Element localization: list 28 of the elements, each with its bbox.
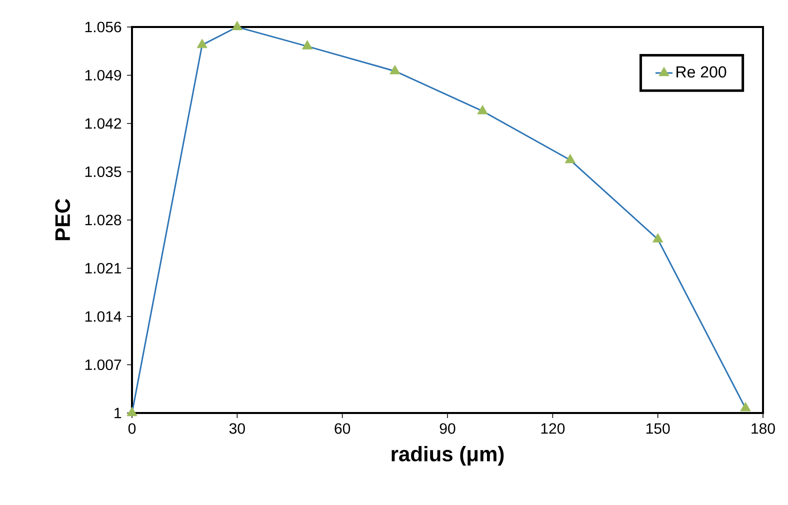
y-tick-label: 1.007 [85, 359, 122, 370]
x-tick-label: 90 [440, 423, 456, 434]
point [564, 154, 576, 164]
y-tick-label: 1.042 [85, 118, 122, 129]
x-tick-label: 60 [334, 423, 350, 434]
point [390, 64, 400, 74]
y-tick-label: 1.056 [85, 22, 122, 32]
point [740, 402, 751, 412]
legend-label: Re 200 [676, 66, 726, 78]
x-tick-label: 30 [229, 423, 245, 434]
x-tick-label: 120 [541, 423, 565, 434]
point [302, 40, 313, 50]
point [652, 233, 664, 242]
x-axis-title: radius (μm) [392, 446, 504, 466]
y-tick-label: 1.021 [85, 262, 122, 274]
x-tick-label: 150 [646, 423, 670, 434]
point [232, 20, 243, 30]
y-tick-label: 1.014 [85, 311, 122, 322]
x-tick-label: 0 [128, 423, 136, 434]
y-tick-label: 1 [114, 408, 122, 418]
point [477, 104, 488, 114]
y-axis-title: PEC [55, 198, 70, 240]
y-tick-label: 1.035 [85, 166, 122, 178]
x-tick-label: 180 [752, 423, 775, 434]
point [196, 38, 208, 48]
point [126, 406, 138, 416]
y-tick-label: 1.028 [85, 214, 122, 226]
y-tick-label: 1.049 [85, 70, 122, 81]
